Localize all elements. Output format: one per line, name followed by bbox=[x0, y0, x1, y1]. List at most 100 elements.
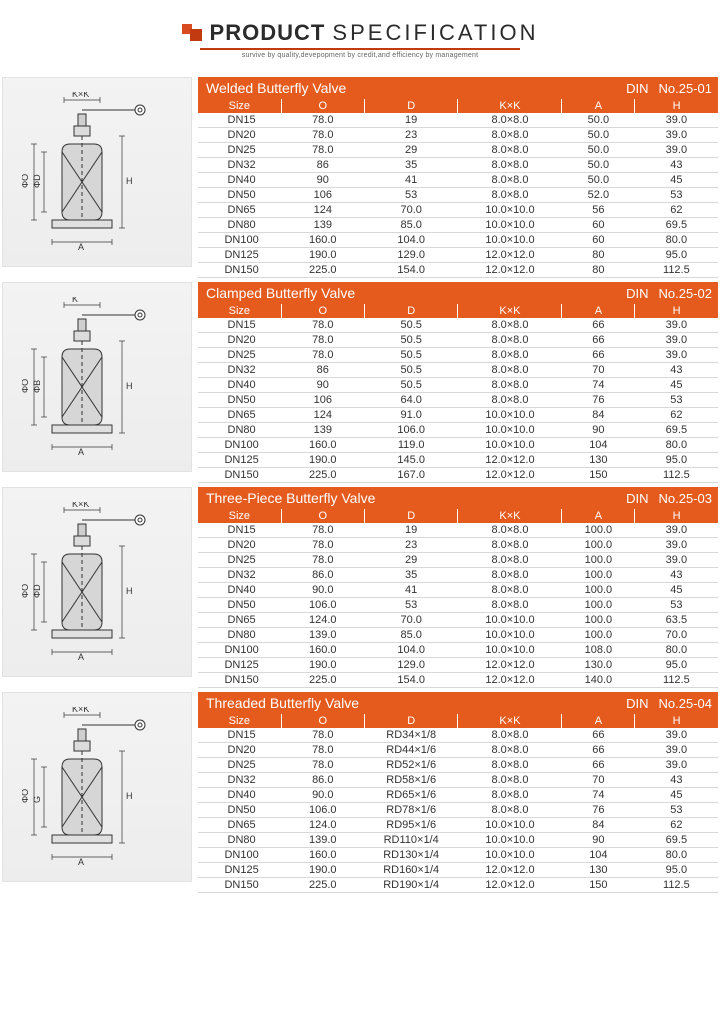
table-cell: 8.0×8.0 bbox=[458, 803, 562, 818]
table-row: DN2578.0298.0×8.050.039.0 bbox=[198, 143, 718, 158]
spec-section: K×K H ΦO G A Threaded Butterfly Valve DI… bbox=[2, 692, 718, 893]
table-cell: RD78×1/6 bbox=[364, 803, 458, 818]
valve-diagram: K×K H ΦO G A bbox=[2, 692, 192, 882]
table-row: DN125190.0RD160×1/412.0×12.013095.0 bbox=[198, 863, 718, 878]
spec-table-wrap: Three-Piece Butterfly Valve DIN No.25-03… bbox=[198, 487, 718, 688]
table-cell: 78.0 bbox=[281, 333, 364, 348]
table-cell: 112.5 bbox=[635, 878, 718, 893]
svg-text:K×K: K×K bbox=[72, 92, 89, 99]
table-cell: DN15 bbox=[198, 523, 281, 538]
table-cell: 8.0×8.0 bbox=[458, 538, 562, 553]
table-cell: 150 bbox=[562, 878, 635, 893]
table-cell: DN125 bbox=[198, 453, 281, 468]
col-header: H bbox=[635, 304, 718, 318]
table-cell: 190.0 bbox=[281, 863, 364, 878]
table-cell: 43 bbox=[635, 568, 718, 583]
table-cell: DN50 bbox=[198, 598, 281, 613]
valve-diagram: K×K H ΦO ΦD A bbox=[2, 487, 192, 677]
table-cell: 76 bbox=[562, 393, 635, 408]
table-cell: 39.0 bbox=[635, 348, 718, 363]
table-cell: 64.0 bbox=[364, 393, 458, 408]
table-cell: RD52×1/6 bbox=[364, 758, 458, 773]
table-cell: 8.0×8.0 bbox=[458, 143, 562, 158]
col-header: H bbox=[635, 99, 718, 113]
table-cell: 190.0 bbox=[281, 453, 364, 468]
table-cell: 8.0×8.0 bbox=[458, 128, 562, 143]
table-header-row: SizeODK×KAH bbox=[198, 509, 718, 523]
table-cell: 23 bbox=[364, 538, 458, 553]
spec-table-wrap: Threaded Butterfly Valve DIN No.25-04Siz… bbox=[198, 692, 718, 893]
table-cell: 90 bbox=[281, 378, 364, 393]
table-row: DN50106.0RD78×1/68.0×8.07653 bbox=[198, 803, 718, 818]
table-cell: 90 bbox=[281, 173, 364, 188]
table-row: DN4090418.0×8.050.045 bbox=[198, 173, 718, 188]
table-cell: 60 bbox=[562, 218, 635, 233]
table-row: DN125190.0145.012.0×12.013095.0 bbox=[198, 453, 718, 468]
table-title-bar: Clamped Butterfly Valve DIN No.25-02 bbox=[198, 282, 718, 304]
table-cell: DN15 bbox=[198, 113, 281, 128]
spec-table-wrap: Clamped Butterfly Valve DIN No.25-02Size… bbox=[198, 282, 718, 483]
product-name: Threaded Butterfly Valve bbox=[206, 695, 359, 711]
col-header: A bbox=[562, 509, 635, 523]
table-row: DN1578.050.58.0×8.06639.0 bbox=[198, 318, 718, 333]
table-cell: DN125 bbox=[198, 248, 281, 263]
table-cell: 39.0 bbox=[635, 743, 718, 758]
product-name: Welded Butterfly Valve bbox=[206, 80, 346, 96]
table-cell: 80.0 bbox=[635, 848, 718, 863]
table-cell: 62 bbox=[635, 818, 718, 833]
table-cell: 106.0 bbox=[281, 803, 364, 818]
product-code: No.25-01 bbox=[659, 81, 712, 96]
table-cell: 50.0 bbox=[562, 128, 635, 143]
col-header: D bbox=[364, 714, 458, 728]
table-row: DN6512491.010.0×10.08462 bbox=[198, 408, 718, 423]
table-cell: DN40 bbox=[198, 378, 281, 393]
table-cell: 35 bbox=[364, 158, 458, 173]
page-subtitle: survive by quality,devepopment by credit… bbox=[0, 52, 720, 59]
col-header: D bbox=[364, 304, 458, 318]
table-cell: DN25 bbox=[198, 553, 281, 568]
table-cell: 154.0 bbox=[364, 263, 458, 278]
table-cell: 53 bbox=[364, 598, 458, 613]
table-row: DN328650.58.0×8.07043 bbox=[198, 363, 718, 378]
table-cell: 100.0 bbox=[562, 568, 635, 583]
table-cell: DN32 bbox=[198, 568, 281, 583]
table-cell: 8.0×8.0 bbox=[458, 158, 562, 173]
table-cell: 90 bbox=[562, 423, 635, 438]
table-cell: 78.0 bbox=[281, 553, 364, 568]
table-cell: 86.0 bbox=[281, 568, 364, 583]
col-header: A bbox=[562, 99, 635, 113]
col-header: O bbox=[281, 714, 364, 728]
svg-text:H: H bbox=[126, 381, 133, 391]
table-cell: 35 bbox=[364, 568, 458, 583]
table-cell: 53 bbox=[364, 188, 458, 203]
table-cell: DN25 bbox=[198, 348, 281, 363]
table-cell: 95.0 bbox=[635, 453, 718, 468]
table-cell: RD160×1/4 bbox=[364, 863, 458, 878]
table-cell: 50.5 bbox=[364, 363, 458, 378]
table-cell: RD110×1/4 bbox=[364, 833, 458, 848]
table-cell: 39.0 bbox=[635, 113, 718, 128]
table-cell: DN100 bbox=[198, 438, 281, 453]
table-cell: 167.0 bbox=[364, 468, 458, 483]
table-cell: 160.0 bbox=[281, 643, 364, 658]
table-cell: 95.0 bbox=[635, 248, 718, 263]
table-cell: 8.0×8.0 bbox=[458, 728, 562, 743]
table-cell: DN32 bbox=[198, 773, 281, 788]
valve-diagram: K×K H ΦO ΦD A bbox=[2, 77, 192, 267]
table-cell: 39.0 bbox=[635, 523, 718, 538]
svg-text:G: G bbox=[32, 796, 42, 803]
table-cell: 78.0 bbox=[281, 758, 364, 773]
table-cell: 53 bbox=[635, 598, 718, 613]
table-cell: 160.0 bbox=[281, 848, 364, 863]
table-row: DN4090.0418.0×8.0100.045 bbox=[198, 583, 718, 598]
valve-diagram: K H ΦO ΦB A bbox=[2, 282, 192, 472]
table-cell: RD95×1/6 bbox=[364, 818, 458, 833]
table-cell: 10.0×10.0 bbox=[458, 233, 562, 248]
col-header: A bbox=[562, 304, 635, 318]
table-cell: 10.0×10.0 bbox=[458, 818, 562, 833]
table-cell: DN25 bbox=[198, 758, 281, 773]
table-cell: 124.0 bbox=[281, 613, 364, 628]
table-cell: 78.0 bbox=[281, 318, 364, 333]
table-row: DN125190.0129.012.0×12.08095.0 bbox=[198, 248, 718, 263]
col-header: K×K bbox=[458, 714, 562, 728]
